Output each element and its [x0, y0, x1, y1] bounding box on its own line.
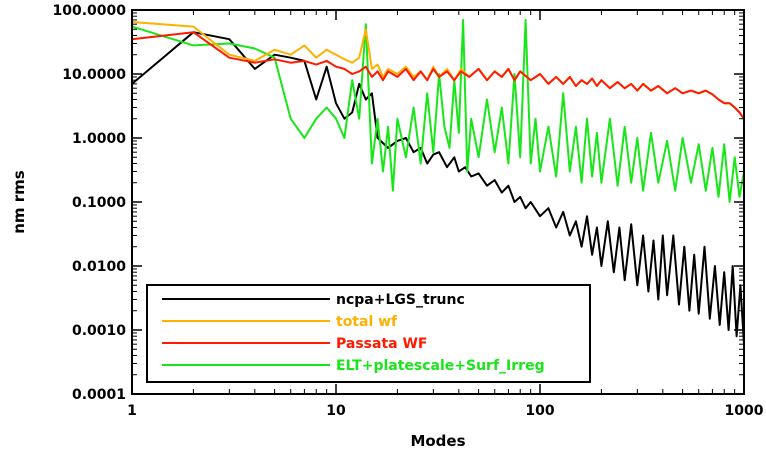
legend-label-elt-platescale-surf-irreg: ELT+platescale+Surf_Irreg — [336, 358, 545, 374]
series-line-elt-platescale-surf-irreg — [131, 18, 745, 203]
y-tick-label: 10.0000 — [62, 67, 126, 83]
series-line-ncpa-lgs-trunc — [131, 31, 745, 345]
legend-label-passata-wf: Passata WF — [336, 336, 427, 352]
x-tick-label: 100 — [525, 403, 554, 419]
x-tick-label: 1000 — [725, 403, 764, 419]
series-layer — [131, 18, 745, 345]
x-axis-label: Modes — [410, 432, 465, 450]
x-tick-label: 1 — [127, 403, 137, 419]
tick-layer: 1 10 100 1000 0.0001 0.0010 0.0100 0.1000 1.0000… — [52, 3, 763, 419]
y-tick-label: 0.0010 — [72, 323, 126, 339]
x-tick-label: 10 — [326, 403, 346, 419]
y-tick-label: 100.0000 — [52, 3, 126, 19]
y-tick-label: 0.1000 — [72, 195, 126, 211]
series-line-passata-wf — [131, 31, 745, 120]
y-tick-label: 0.0001 — [72, 387, 126, 403]
legend-label-total-wf: total wf — [336, 314, 398, 330]
y-tick-label: 0.0100 — [72, 259, 126, 275]
series-line-total-wf — [131, 21, 745, 120]
legend-label-ncpa-lgs-trunc: ncpa+LGS_trunc — [336, 292, 465, 308]
y-tick-label: 1.0000 — [72, 131, 126, 147]
y-axis-label: nm rms — [10, 170, 28, 234]
